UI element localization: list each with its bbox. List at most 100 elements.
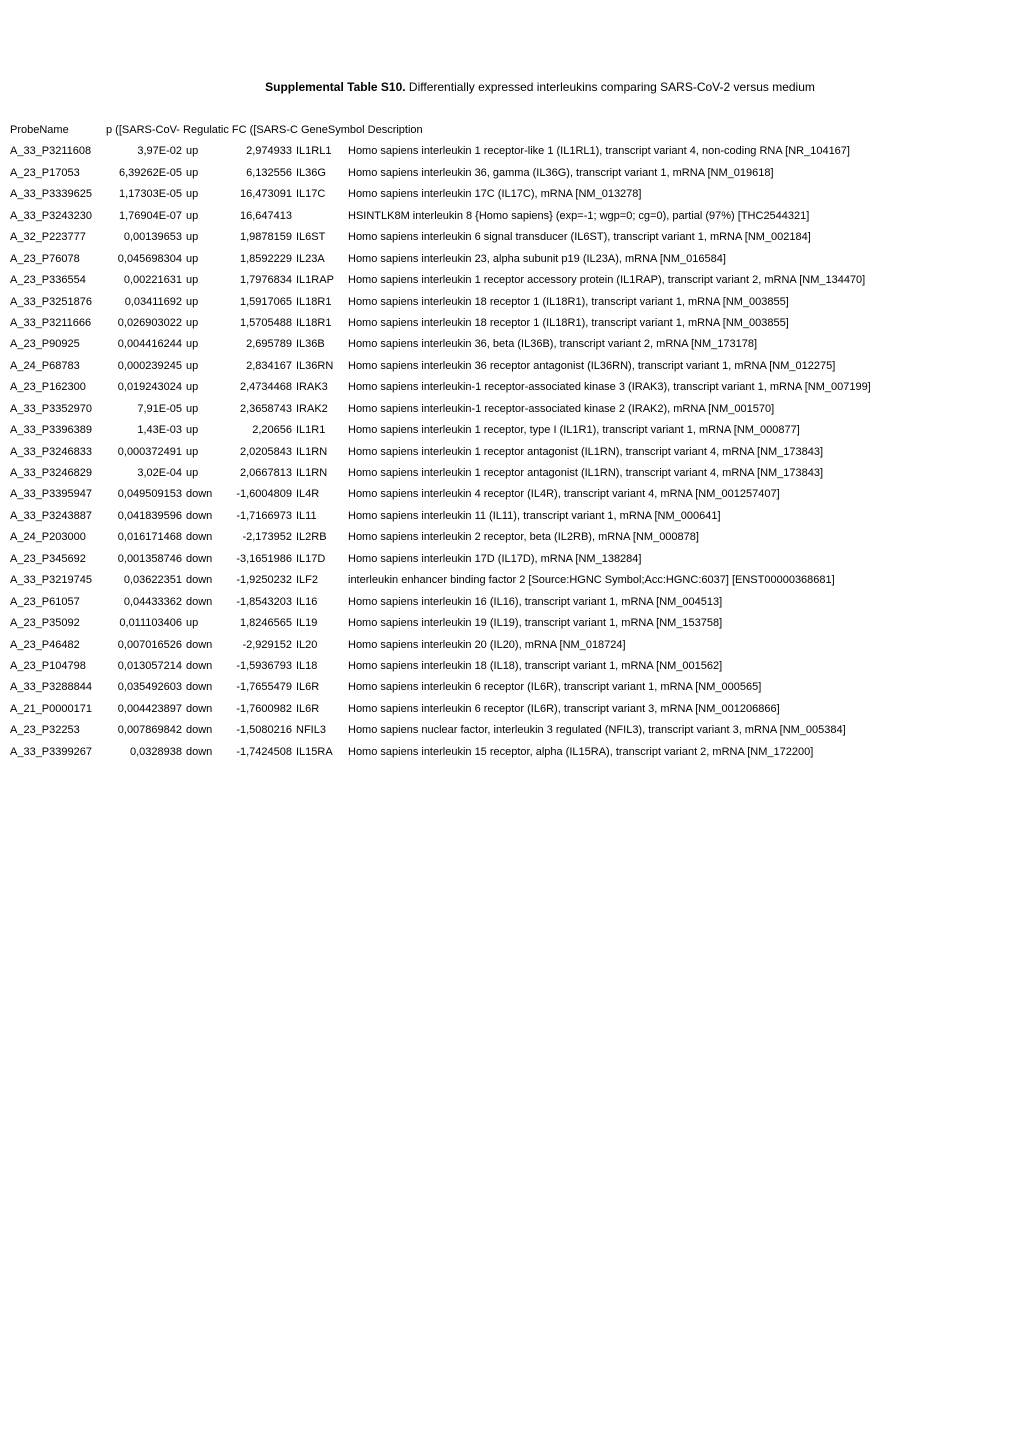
cell-genesymbol: IL18R1: [296, 292, 348, 313]
cell-pvalue: 0,013057214: [106, 656, 186, 677]
cell-regulation: up: [186, 334, 234, 355]
cell-pvalue: 1,76904E-07: [106, 206, 186, 227]
cell-probename: A_23_P35092: [10, 613, 106, 634]
cell-description: Homo sapiens interleukin-1 receptor-asso…: [348, 377, 871, 398]
cell-probename: A_33_P3251876: [10, 292, 106, 313]
cell-probename: A_23_P61057: [10, 592, 106, 613]
cell-regulation: up: [186, 399, 234, 420]
cell-regulation: down: [186, 484, 234, 505]
cell-pvalue: 0,019243024: [106, 377, 186, 398]
cell-regulation: up: [186, 292, 234, 313]
table-row: A_33_P32197450,03622351down-1,9250232ILF…: [10, 570, 1010, 591]
cell-description: Homo sapiens interleukin 1 receptor acce…: [348, 270, 865, 291]
cell-regulation: down: [186, 742, 234, 763]
cell-description: Homo sapiens interleukin 2 receptor, bet…: [348, 527, 699, 548]
title-bold: Supplemental Table S10.: [265, 80, 405, 94]
table-row: A_33_P32438870,041839596down-1,7166973IL…: [10, 506, 1010, 527]
cell-regulation: down: [186, 699, 234, 720]
cell-probename: A_33_P3352970: [10, 399, 106, 420]
cell-foldchange: -1,8543203: [234, 592, 296, 613]
table-row: A_33_P32888440,035492603down-1,7655479IL…: [10, 677, 1010, 698]
cell-pvalue: 0,0328938: [106, 742, 186, 763]
table-row: A_23_P1047980,013057214down-1,5936793IL1…: [10, 656, 1010, 677]
cell-regulation: down: [186, 677, 234, 698]
cell-foldchange: 2,0667813: [234, 463, 296, 484]
cell-genesymbol: IL2RB: [296, 527, 348, 548]
cell-probename: A_33_P3243230: [10, 206, 106, 227]
cell-foldchange: 1,5705488: [234, 313, 296, 334]
cell-genesymbol: IL19: [296, 613, 348, 634]
cell-regulation: up: [186, 420, 234, 441]
cell-genesymbol: IL1RN: [296, 442, 348, 463]
table-row: A_23_P1623000,019243024up2,4734468IRAK3H…: [10, 377, 1010, 398]
cell-foldchange: -2,929152: [234, 635, 296, 656]
cell-foldchange: 1,8246565: [234, 613, 296, 634]
table-row: A_23_P610570,04433362down-1,8543203IL16H…: [10, 592, 1010, 613]
cell-genesymbol: IL20: [296, 635, 348, 656]
table-row: A_23_P3365540,00221631up1,7976834IL1RAPH…: [10, 270, 1010, 291]
cell-genesymbol: IL36B: [296, 334, 348, 355]
cell-regulation: up: [186, 270, 234, 291]
cell-probename: A_33_P3211666: [10, 313, 106, 334]
table-row: A_23_P909250,004416244up2,695789IL36BHom…: [10, 334, 1010, 355]
cell-description: Homo sapiens interleukin 1 receptor, typ…: [348, 420, 800, 441]
cell-genesymbol: IL23A: [296, 249, 348, 270]
cell-regulation: down: [186, 506, 234, 527]
table-row: A_33_P32116083,97E-02up2,974933IL1RL1Hom…: [10, 141, 1010, 162]
cell-regulation: down: [186, 592, 234, 613]
cell-description: Homo sapiens interleukin 18 receptor 1 (…: [348, 292, 789, 313]
cell-regulation: down: [186, 527, 234, 548]
cell-description: Homo sapiens interleukin 17C (IL17C), mR…: [348, 184, 641, 205]
cell-genesymbol: IL16: [296, 592, 348, 613]
table-row: A_23_P760780,045698304up1,8592229IL23AHo…: [10, 249, 1010, 270]
cell-probename: A_23_P162300: [10, 377, 106, 398]
cell-foldchange: 16,473091: [234, 184, 296, 205]
cell-probename: A_33_P3211608: [10, 141, 106, 162]
cell-regulation: up: [186, 227, 234, 248]
cell-probename: A_23_P76078: [10, 249, 106, 270]
cell-regulation: up: [186, 613, 234, 634]
cell-description: Homo sapiens interleukin 17D (IL17D), mR…: [348, 549, 641, 570]
cell-pvalue: 0,007016526: [106, 635, 186, 656]
cell-pvalue: 0,016171468: [106, 527, 186, 548]
cell-regulation: up: [186, 313, 234, 334]
cell-foldchange: -3,1651986: [234, 549, 296, 570]
cell-genesymbol: IL4R: [296, 484, 348, 505]
cell-genesymbol: ILF2: [296, 570, 348, 591]
cell-probename: A_23_P17053: [10, 163, 106, 184]
cell-regulation: up: [186, 184, 234, 205]
cell-genesymbol: IL11: [296, 506, 348, 527]
cell-genesymbol: IL1R1: [296, 420, 348, 441]
header-rest: p ([SARS-CoV- Regulatic FC ([SARS-C Gene…: [106, 124, 423, 136]
cell-description: Homo sapiens interleukin 18 (IL18), tran…: [348, 656, 722, 677]
cell-description: HSINTLK8M interleukin 8 {Homo sapiens} (…: [348, 206, 809, 227]
cell-foldchange: 6,132556: [234, 163, 296, 184]
cell-foldchange: -1,7655479: [234, 677, 296, 698]
data-table: ProbeNamep ([SARS-CoV- Regulatic FC ([SA…: [10, 120, 1010, 763]
cell-pvalue: 0,049509153: [106, 484, 186, 505]
cell-pvalue: 1,17303E-05: [106, 184, 186, 205]
cell-probename: A_33_P3396389: [10, 420, 106, 441]
cell-genesymbol: IL6R: [296, 677, 348, 698]
cell-pvalue: 6,39262E-05: [106, 163, 186, 184]
cell-description: Homo sapiens interleukin 16 (IL16), tran…: [348, 592, 722, 613]
table-row: A_21_P00001710,004423897down-1,7600982IL…: [10, 699, 1010, 720]
cell-description: Homo sapiens interleukin 15 receptor, al…: [348, 742, 813, 763]
cell-foldchange: 1,7976834: [234, 270, 296, 291]
table-row: A_33_P33396251,17303E-05up16,473091IL17C…: [10, 184, 1010, 205]
table-row: A_23_P350920,011103406up1,8246565IL19Hom…: [10, 613, 1010, 634]
cell-regulation: up: [186, 206, 234, 227]
cell-genesymbol: IL15RA: [296, 742, 348, 763]
table-row: A_33_P32468330,000372491up2,0205843IL1RN…: [10, 442, 1010, 463]
table-row: A_33_P32432301,76904E-07up16,647413HSINT…: [10, 206, 1010, 227]
cell-regulation: down: [186, 720, 234, 741]
cell-foldchange: -1,5936793: [234, 656, 296, 677]
cell-probename: A_33_P3288844: [10, 677, 106, 698]
cell-foldchange: 2,834167: [234, 356, 296, 377]
cell-description: interleukin enhancer binding factor 2 [S…: [348, 570, 835, 591]
cell-foldchange: 2,4734468: [234, 377, 296, 398]
cell-description: Homo sapiens interleukin 11 (IL11), tran…: [348, 506, 721, 527]
cell-foldchange: 2,0205843: [234, 442, 296, 463]
cell-regulation: up: [186, 141, 234, 162]
cell-probename: A_33_P3246833: [10, 442, 106, 463]
